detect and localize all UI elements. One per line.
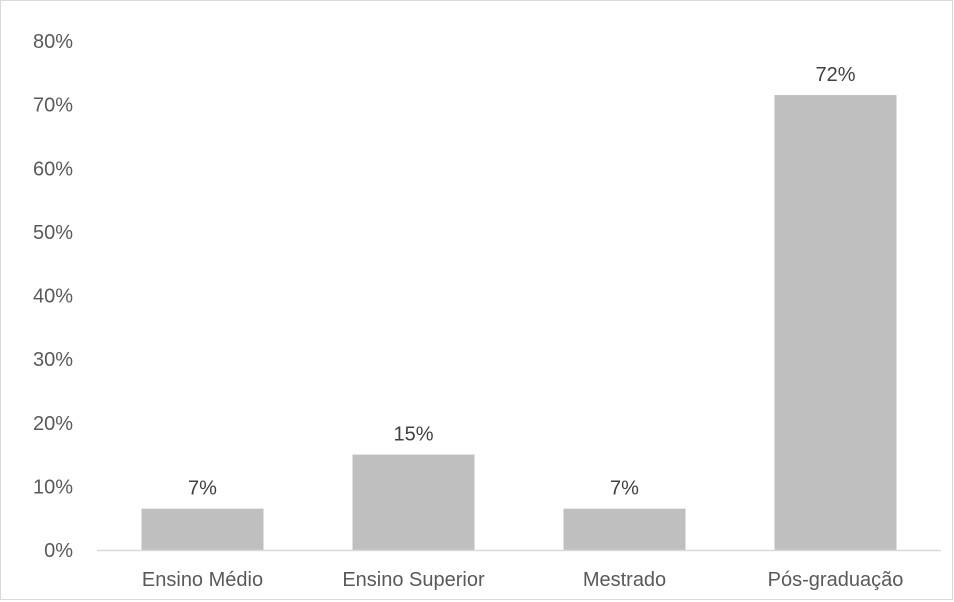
y-tick-label: 70% <box>33 95 73 117</box>
bar <box>774 95 897 551</box>
x-axis-category-labels: Ensino Médio Ensino Superior Mestrado Pós-g… <box>142 569 903 591</box>
bar <box>141 508 264 550</box>
data-labels: 7% 15% 7% 72% <box>188 64 856 500</box>
y-tick-label: 80% <box>33 31 73 53</box>
category-label: Ensino Superior <box>342 569 485 591</box>
y-axis-tick-labels: 0% 10% 20% 30% 40% 50% 60% 70% 80% <box>33 31 73 562</box>
y-tick-label: 60% <box>33 158 73 180</box>
category-label: Ensino Médio <box>142 569 263 591</box>
y-tick-label: 30% <box>33 349 73 371</box>
y-tick-label: 50% <box>33 222 73 244</box>
bar <box>352 454 475 550</box>
data-label: 15% <box>393 424 433 446</box>
bars <box>141 95 897 551</box>
y-tick-label: 40% <box>33 286 73 308</box>
category-label: Mestrado <box>583 569 666 591</box>
data-label: 7% <box>610 478 639 500</box>
data-label: 72% <box>815 64 855 86</box>
y-tick-label: 10% <box>33 476 73 498</box>
y-tick-label: 0% <box>44 540 73 562</box>
category-label: Pós-graduação <box>768 569 904 591</box>
data-label: 7% <box>188 478 217 500</box>
bar <box>563 508 686 550</box>
y-tick-label: 20% <box>33 413 73 435</box>
